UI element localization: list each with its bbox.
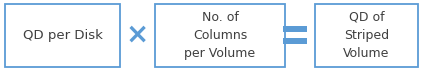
- FancyBboxPatch shape: [315, 4, 418, 67]
- Text: No. of
Columns
per Volume: No. of Columns per Volume: [184, 11, 256, 60]
- FancyBboxPatch shape: [5, 4, 120, 67]
- FancyBboxPatch shape: [283, 26, 307, 32]
- Text: ×: ×: [125, 21, 149, 49]
- Text: QD of
Striped
Volume: QD of Striped Volume: [344, 11, 390, 60]
- FancyBboxPatch shape: [155, 4, 285, 67]
- Text: QD per Disk: QD per Disk: [22, 29, 103, 42]
- FancyBboxPatch shape: [283, 38, 307, 44]
